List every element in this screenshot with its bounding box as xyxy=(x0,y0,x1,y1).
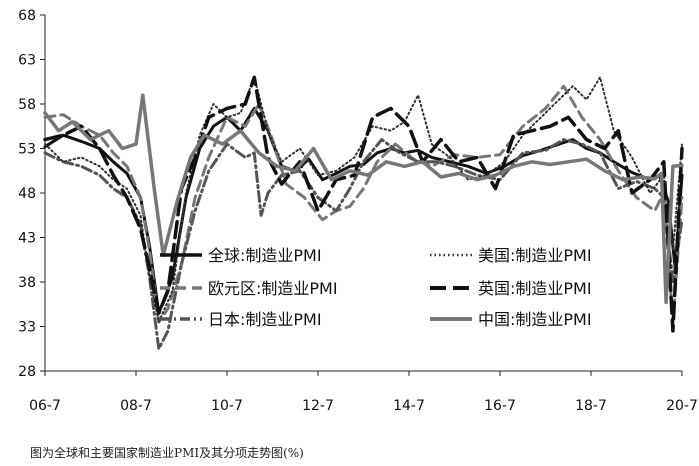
legend-label-5: 中国:制造业PMI xyxy=(478,310,592,329)
x-tick-label: 08-7 xyxy=(120,398,152,414)
legend: 全球:制造业PMI 欧元区:制造业PMI 日本:制造业PMI 美国:制造业PMI 英国:… xyxy=(160,246,592,329)
figure-caption: 图为全球和主要国家制造业PMI及其分项走势图(%) xyxy=(30,446,304,460)
x-tick-label: 14-7 xyxy=(393,398,425,414)
y-tick-label: 43 xyxy=(18,231,36,247)
series-line-5 xyxy=(43,93,684,305)
x-tick-label: 18-7 xyxy=(575,398,607,414)
x-tick-label: 10-7 xyxy=(211,398,243,414)
y-tick-label: 53 xyxy=(18,142,36,158)
y-tick-label: 38 xyxy=(18,275,36,291)
axes: 28 33 38 43 48 53 58 63 68 06-7 08-7 10-7 12-7 14-7 16… xyxy=(18,8,698,414)
legend-label-1: 欧元区:制造业PMI xyxy=(208,279,338,298)
legend-label-3: 美国:制造业PMI xyxy=(478,246,592,265)
y-tick-label: 28 xyxy=(18,364,36,380)
x-tick-label: 16-7 xyxy=(484,398,516,414)
series-line-3 xyxy=(44,76,683,324)
y-tick-label: 58 xyxy=(18,97,36,113)
x-tick-label: 12-7 xyxy=(302,398,334,414)
series-line-4 xyxy=(43,75,684,333)
y-tick-label: 33 xyxy=(18,320,36,336)
y-tick-label: 63 xyxy=(18,53,36,69)
legend-label-4: 英国:制造业PMI xyxy=(478,279,592,298)
legend-label-0: 全球:制造业PMI xyxy=(208,246,322,265)
pmi-line-chart: 28 33 38 43 48 53 58 63 68 06-7 08-7 10-7 12-7 14-7 16… xyxy=(18,8,698,414)
x-tick-label: 06-7 xyxy=(29,398,61,414)
y-tick-label: 48 xyxy=(18,186,36,202)
x-tick-label: 20-7 xyxy=(666,398,698,414)
series-lines xyxy=(43,75,684,351)
legend-label-2: 日本:制造业PMI xyxy=(208,310,322,329)
y-tick-label: 68 xyxy=(18,8,36,24)
